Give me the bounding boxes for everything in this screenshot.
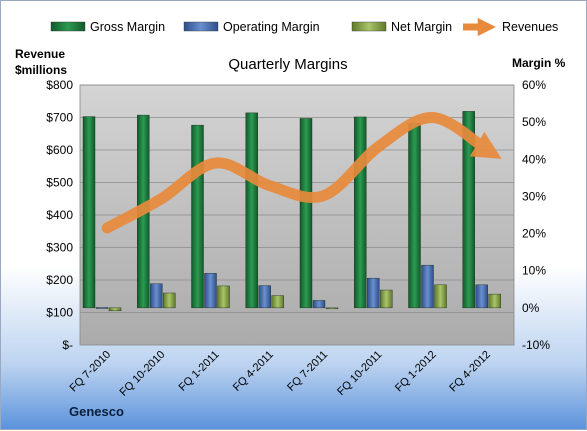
- category-label: FQ 1-2011: [177, 349, 222, 394]
- left-tick-label: $400: [46, 208, 73, 222]
- left-tick-label: $700: [46, 111, 73, 125]
- right-axis-ticks: -10% 0% 10% 20% 30% 40% 50% 60%: [522, 78, 550, 352]
- gross-margin-bar: [354, 117, 366, 308]
- gross-margin-bar: [83, 117, 95, 308]
- brand-label: Genesco: [69, 404, 124, 419]
- category-label: FQ 4-2011: [231, 349, 276, 394]
- left-axis-label-line2: $millions: [15, 63, 67, 77]
- net-margin-bar: [272, 296, 284, 308]
- net-margin-bar: [380, 290, 392, 308]
- operating-margin-bar: [367, 278, 379, 308]
- gross-margin-legend-label: Gross Margin: [90, 20, 165, 34]
- left-tick-label: $300: [46, 241, 73, 255]
- net-margin-bar: [326, 308, 338, 309]
- operating-margin-bar: [205, 273, 217, 308]
- net-margin-bar: [489, 294, 501, 308]
- right-tick-label: 30%: [522, 189, 546, 203]
- left-tick-label: $100: [46, 306, 73, 320]
- gross-margin-bar: [300, 118, 312, 307]
- right-tick-label: 10%: [522, 264, 546, 278]
- category-label: FQ 10-2011: [335, 349, 384, 398]
- chart-title: Quarterly Margins: [228, 56, 347, 73]
- category-label: FQ 4-2012: [447, 349, 493, 395]
- operating-margin-bar: [150, 284, 162, 308]
- left-tick-label: $800: [46, 78, 73, 92]
- revenues-legend-label: Revenues: [502, 20, 558, 34]
- gross-margin-bar: [192, 125, 204, 308]
- operating-margin-legend-swatch: [184, 22, 218, 31]
- right-tick-label: 0%: [522, 301, 540, 315]
- category-label: FQ 10-2010: [118, 349, 168, 399]
- net-margin-legend-label: Net Margin: [391, 20, 452, 34]
- gross-margin-legend-swatch: [51, 22, 85, 31]
- category-label: FQ 7-2010: [68, 349, 114, 395]
- left-tick-label: $500: [46, 176, 73, 190]
- right-axis-label: Margin %: [512, 56, 566, 70]
- gross-margin-bar: [409, 123, 421, 308]
- gross-margin-bar: [246, 113, 258, 308]
- operating-margin-bar: [259, 286, 271, 308]
- net-margin-legend-swatch: [352, 22, 386, 31]
- left-tick-label: $-: [62, 338, 73, 352]
- left-axis-label-line1: Revenue: [15, 47, 65, 61]
- operating-margin-bar: [96, 307, 108, 308]
- net-margin-bar: [109, 308, 121, 311]
- left-axis-ticks: $- $100 $200 $300 $400 $500 $600 $700 $800: [46, 78, 73, 352]
- left-tick-label: $200: [46, 273, 73, 287]
- net-margin-bar: [163, 293, 175, 308]
- net-margin-bar: [435, 285, 447, 308]
- net-margin-bar: [218, 286, 230, 308]
- operating-margin-bar: [313, 300, 325, 307]
- operating-margin-legend-label: Operating Margin: [223, 20, 320, 34]
- legend: Gross Margin Operating Margin Net Margin Re…: [51, 20, 558, 34]
- category-label: FQ 7-2011: [285, 349, 330, 394]
- right-tick-label: -10%: [522, 338, 550, 352]
- right-tick-label: 20%: [522, 227, 546, 241]
- right-tick-label: 60%: [522, 78, 546, 92]
- right-tick-label: 40%: [522, 152, 546, 166]
- operating-margin-bar: [476, 285, 488, 308]
- left-tick-label: $600: [46, 143, 73, 157]
- operating-margin-bar: [422, 265, 434, 308]
- right-tick-label: 50%: [522, 115, 546, 129]
- category-label: FQ 1-2012: [393, 349, 439, 395]
